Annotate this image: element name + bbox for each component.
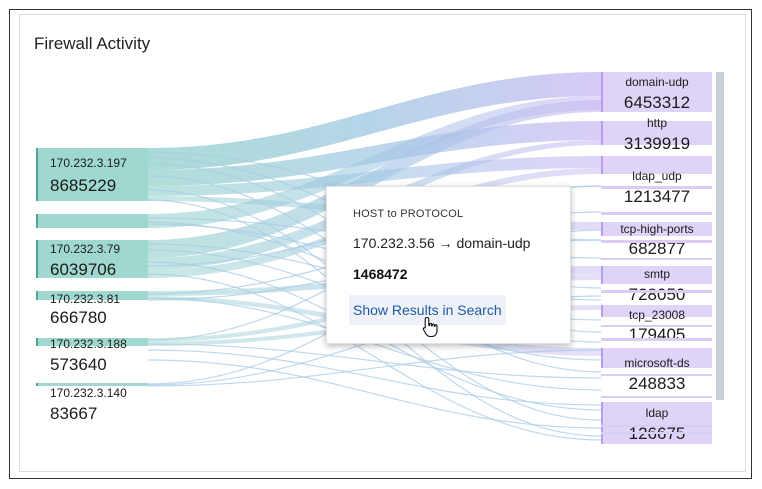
flow-ribbon[interactable] — [148, 100, 601, 258]
protocol-value-label: 682877 — [629, 239, 686, 258]
host-value-label: 573640 — [50, 355, 107, 374]
host-name-label: 170.232.3.140 — [50, 386, 127, 400]
protocol-value-label: 179405 — [629, 325, 686, 344]
host-bar-0[interactable] — [36, 148, 148, 201]
protocol-bar-minor — [601, 186, 712, 189]
host-bar-2[interactable] — [36, 291, 148, 300]
protocol-bar-7[interactable] — [601, 402, 712, 444]
protocol-bar-minor — [601, 212, 712, 215]
protocol-bar-minor — [601, 290, 712, 293]
host-bar-edge — [36, 291, 38, 300]
protocol-bar-3[interactable] — [601, 222, 712, 236]
protocol-bar-5[interactable] — [601, 305, 712, 317]
flow-tooltip: HOST to PROTOCOL 170.232.3.56 → domain-u… — [326, 186, 571, 344]
host-bar-edge — [36, 240, 38, 278]
host-nodes: 170.232.3.197 8685229 170.232.3.79 6039706 1… — [36, 148, 148, 423]
protocol-bar-edge — [601, 156, 603, 174]
host-name-label: 170.232.3.81 — [50, 292, 120, 306]
protocol-bar-minor — [601, 325, 712, 327]
host-bar-1[interactable] — [36, 240, 148, 278]
protocol-bar-minor — [601, 240, 712, 243]
tooltip-flow: 170.232.3.56 → domain-udp — [353, 235, 531, 251]
protocol-bar-minor — [601, 432, 712, 434]
flow-strand — [147, 359, 602, 429]
protocol-bar-minor — [601, 425, 712, 427]
protocol-bar-minor — [601, 258, 712, 260]
protocol-bar-edge — [601, 305, 603, 317]
host-name-label: 170.232.3.79 — [50, 242, 120, 256]
protocol-value-label: 3139919 — [624, 134, 690, 153]
protocol-bar-edge — [601, 402, 603, 444]
protocol-value-label: 248833 — [629, 374, 686, 393]
scrollbar[interactable] — [716, 72, 724, 400]
flow-strand — [147, 273, 602, 441]
protocol-value-label: 1213477 — [624, 187, 690, 206]
host-bar-3[interactable] — [36, 338, 148, 346]
protocol-name-label: http — [647, 116, 667, 130]
protocol-bar-edge — [601, 348, 603, 368]
protocol-bar-6[interactable] — [601, 348, 712, 368]
protocol-value-label: 6453312 — [624, 93, 690, 112]
host-bar-edge — [36, 214, 38, 228]
host-bar-edge — [36, 383, 38, 386]
protocol-bar-minor — [601, 374, 712, 376]
flow-ribbon[interactable] — [148, 72, 601, 170]
flow-strand — [147, 349, 602, 387]
protocol-bar-4[interactable] — [601, 266, 712, 284]
protocol-bar-minor — [601, 396, 712, 398]
host-bar-edge — [36, 148, 38, 201]
show-results-link[interactable]: Show Results in Search — [349, 295, 506, 325]
protocol-bar-2[interactable] — [601, 156, 712, 174]
protocol-bar-edge — [601, 222, 603, 236]
protocol-value-label: 728050 — [629, 285, 686, 304]
protocol-bar-edge — [601, 266, 603, 284]
protocol-bar-minor — [601, 338, 712, 341]
protocol-bar-1[interactable] — [601, 121, 712, 145]
protocol-name-label: tcp-high-ports — [620, 222, 693, 236]
host-value-label: 6039706 — [50, 260, 116, 279]
host-bar-other[interactable] — [36, 214, 148, 228]
hand-cursor-icon — [422, 316, 438, 338]
protocol-name-label: microsoft-ds — [624, 356, 689, 370]
host-value-label: 666780 — [50, 308, 107, 327]
host-bar-edge — [36, 338, 38, 346]
protocol-bar-0[interactable] — [601, 72, 712, 112]
flow-strand — [147, 297, 602, 391]
host-value-label: 8685229 — [50, 176, 116, 195]
protocol-nodes: domain-udp 6453312 http 3139919 ldap_udp 1213… — [601, 72, 712, 444]
tooltip-value: 1468472 — [353, 266, 408, 282]
protocol-name-label: ldap_udp — [632, 169, 682, 183]
protocol-name-label: domain-udp — [625, 75, 689, 89]
flow-ribbon[interactable] — [148, 121, 601, 186]
protocol-name-label: smtp — [644, 267, 670, 281]
protocol-bar-edge — [601, 121, 603, 145]
flow-strand — [147, 349, 602, 406]
host-value-label: 83667 — [50, 404, 97, 423]
host-name-label: 170.232.3.197 — [50, 156, 127, 170]
host-name-label: 170.232.3.188 — [50, 337, 127, 351]
protocol-name-label: ldap — [646, 406, 669, 420]
chart-title: Firewall Activity — [34, 34, 151, 53]
flow-ribbon[interactable] — [148, 96, 601, 228]
flow-strand — [147, 343, 602, 379]
tooltip-heading: HOST to PROTOCOL — [353, 208, 464, 220]
protocol-name-label: tcp_23008 — [629, 308, 685, 322]
protocol-bar-edge — [601, 72, 603, 112]
host-bar-4[interactable] — [36, 383, 148, 386]
